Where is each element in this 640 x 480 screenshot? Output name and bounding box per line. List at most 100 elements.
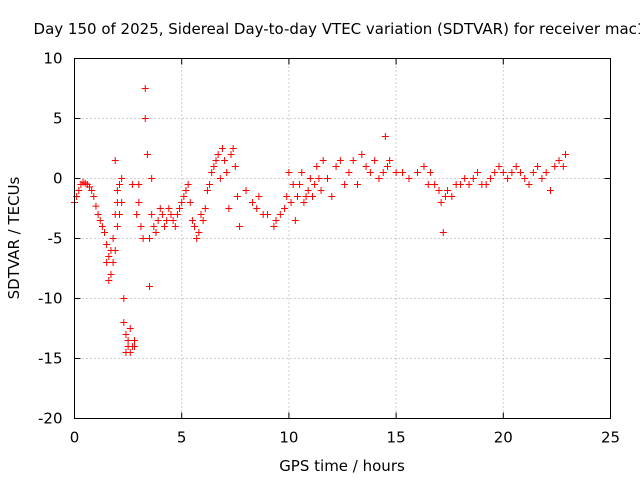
data-point [516,169,524,176]
data-point [323,175,331,182]
data-point [92,202,100,210]
data-point [133,211,141,218]
data-point [135,181,143,188]
y-tick-label: -5 [48,230,63,248]
data-point [283,193,291,200]
y-tick-label: 0 [53,170,63,188]
data-point [499,169,507,176]
y-axis-ticks: -20 -15 -10 -5 0 5 10 [38,50,611,428]
data-point [165,205,173,212]
data-point [392,169,400,176]
data-point [381,133,389,140]
data-point [113,223,121,230]
data-point [332,163,340,170]
data-point [491,169,499,176]
data-point [197,211,205,218]
data-point [298,169,306,176]
data-points [71,85,569,356]
data-point [111,247,119,254]
data-point [469,175,477,182]
data-point [167,211,175,218]
data-point [150,223,158,230]
data-point [221,157,229,164]
data-point [521,175,529,182]
data-point [107,271,115,278]
data-point [143,151,151,158]
data-point [263,211,271,218]
data-point [293,193,301,200]
data-point [113,187,121,194]
plot-frame [74,58,611,419]
data-point [504,175,512,182]
data-point [180,193,188,200]
data-point [128,181,136,188]
data-point [424,181,432,188]
data-point [546,187,554,194]
y-tick-label: 5 [53,110,63,128]
x-axis-ticks: 0 5 10 15 20 25 [70,58,620,447]
data-point [188,217,196,224]
data-point [231,163,239,170]
data-point [426,169,434,176]
data-point [161,223,169,230]
data-point [122,331,130,338]
data-point [441,193,449,200]
data-point [75,187,83,194]
data-point [289,181,297,188]
data-point [542,169,550,176]
data-point [405,175,413,182]
data-point [139,235,147,242]
data-point [315,175,323,182]
data-point [461,175,469,182]
data-point [152,229,160,236]
data-point [118,175,126,182]
data-point [111,157,119,164]
data-point [308,193,316,200]
data-point [349,157,357,164]
data-point [199,217,207,224]
data-point [116,181,124,188]
data-point [291,217,299,224]
data-point [146,235,154,242]
data-point [386,157,394,164]
data-point [171,223,179,230]
data-point [109,259,117,266]
x-tick-label: 10 [279,429,298,447]
x-tick-label: 5 [177,429,187,447]
data-point [304,187,312,194]
data-point [210,163,218,170]
data-point [105,277,113,284]
data-point [212,157,220,164]
data-point [379,169,387,176]
data-point [399,169,407,176]
data-point [328,193,336,200]
data-point [336,157,344,164]
data-point [223,169,231,176]
data-point [345,169,353,176]
data-point [272,217,280,224]
data-point [420,163,428,170]
data-point [90,193,98,200]
data-point [118,199,126,206]
y-tick-label: -15 [38,350,63,368]
y-tick-label: -10 [38,290,63,308]
data-point [300,199,308,206]
data-point [551,163,559,170]
data-point [354,181,362,188]
data-point [124,337,132,344]
data-point [287,199,295,206]
data-point [193,235,201,242]
data-point [206,181,214,188]
data-point [201,205,209,212]
data-point [341,181,349,188]
data-point [529,169,537,176]
data-point [270,223,278,230]
data-point [448,193,456,200]
x-tick-label: 25 [601,429,620,447]
data-point [561,151,569,158]
y-tick-label: 10 [43,50,62,68]
data-point [131,337,139,344]
data-point [319,157,327,164]
data-point [191,223,199,230]
data-point [141,115,149,122]
